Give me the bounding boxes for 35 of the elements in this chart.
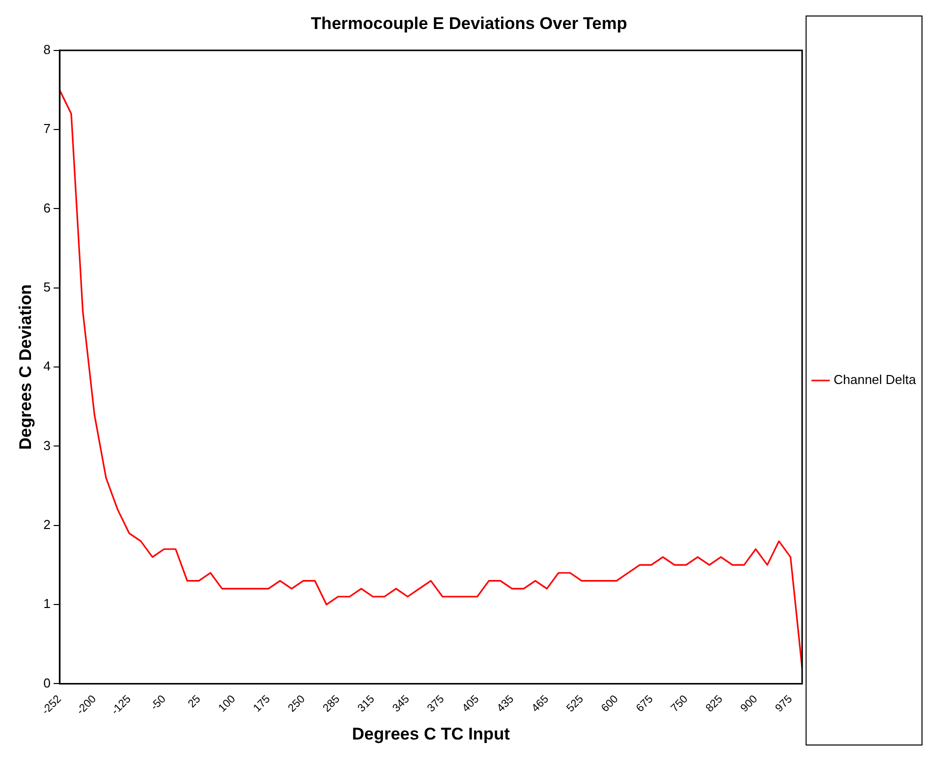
y-tick-label: 5 [43,279,51,294]
x-tick-label: 405 [460,693,482,715]
x-tick-label: 175 [251,693,273,715]
y-tick-label: 1 [43,596,51,612]
x-tick-label: 250 [286,693,308,715]
x-tick-label: 285 [320,693,342,715]
y-tick-label: 6 [43,200,51,216]
x-tick-label: -50 [148,693,168,713]
x-tick-label: 100 [216,693,238,715]
x-tick-label: 600 [599,693,621,715]
x-tick-label: 345 [390,693,412,715]
x-tick-label: 315 [356,693,378,715]
y-tick-label: 3 [43,438,51,453]
x-tick-label: 825 [704,693,726,715]
x-tick-label: -125 [109,693,134,718]
x-tick-label: 975 [773,693,795,715]
x-tick-label: 750 [668,693,690,715]
x-axis-title: Degrees C TC Input [352,724,510,744]
legend-label: Channel Delta [834,372,917,388]
x-tick-label: -252 [40,693,64,718]
x-tick-label: 25 [186,693,204,710]
y-tick-label: 2 [43,516,51,532]
x-tick-label: 900 [738,693,760,715]
y-tick-label: 0 [43,675,51,690]
x-tick-label: 675 [634,693,656,715]
y-tick-label: 7 [43,121,51,136]
x-tick-label: 465 [530,693,552,715]
x-tick-label: 435 [494,693,516,715]
x-tick-label: 525 [564,693,586,715]
x-tick-label: 375 [425,693,447,715]
y-tick-label: 8 [43,42,51,57]
y-axis-title: Degrees C Deviation [16,284,35,450]
chart-title: Thermocouple E Deviations Over Temp [310,14,628,33]
x-tick-label: -200 [74,693,99,718]
y-tick-label: 4 [43,358,51,374]
